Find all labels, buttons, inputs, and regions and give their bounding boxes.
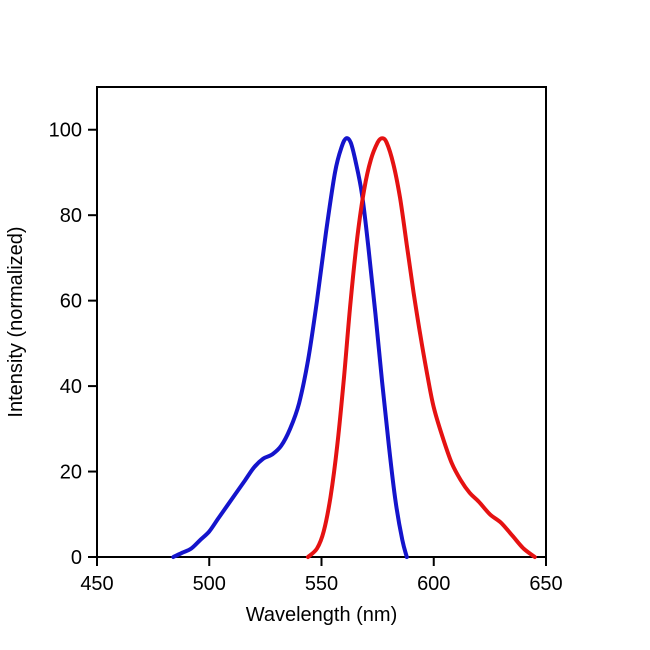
- y-tick-label: 100: [49, 120, 82, 142]
- x-tick-label: 600: [417, 573, 450, 595]
- y-axis-title: Intensity (normalized): [5, 226, 27, 417]
- excitation-curve: [171, 136, 409, 559]
- x-tick-label: 650: [529, 573, 562, 595]
- y-tick-label: 60: [60, 291, 82, 313]
- emission-curve: [306, 136, 537, 559]
- x-tick-label: 500: [193, 573, 226, 595]
- y-tick-label: 20: [60, 462, 82, 484]
- y-tick-label: 0: [71, 547, 82, 569]
- x-axis-title: Wavelength (nm): [246, 604, 398, 626]
- y-tick-label: 80: [60, 205, 82, 227]
- plot-frame: [96, 86, 547, 558]
- x-tick-label: 450: [80, 573, 113, 595]
- x-tick-label: 550: [305, 573, 338, 595]
- y-tick-label: 40: [60, 376, 82, 398]
